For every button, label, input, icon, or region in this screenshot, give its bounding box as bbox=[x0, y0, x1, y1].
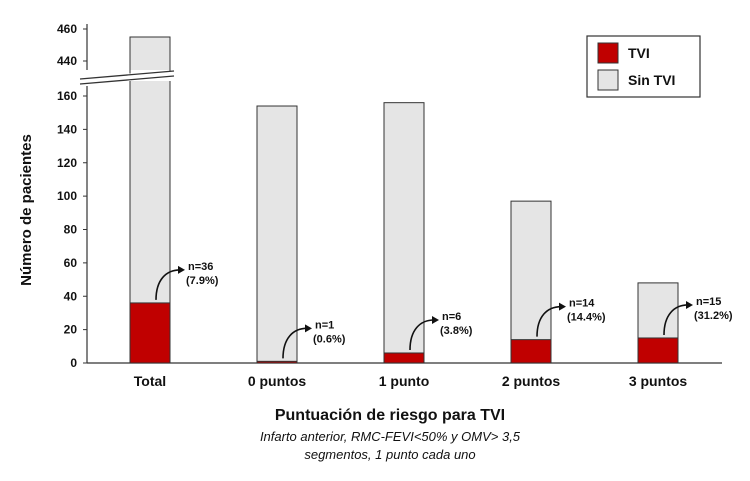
bar-sin-tvi bbox=[510, 200, 552, 364]
x-tick-label: 1 punto bbox=[379, 373, 430, 389]
annotation-arrow bbox=[155, 269, 181, 300]
annotation-n: n=1 bbox=[315, 319, 334, 331]
subtitle-line-2: segmentos, 1 punto cada uno bbox=[304, 447, 475, 462]
axis-break-line bbox=[79, 75, 175, 85]
y-tick-label: 0 bbox=[70, 356, 77, 370]
annotation-pct: (7.9%) bbox=[186, 275, 219, 287]
bar-sin-tvi bbox=[383, 102, 425, 364]
y-axis-label: Número de pacientes bbox=[18, 134, 35, 286]
x-axis-label: Puntuación de riesgo para TVI bbox=[275, 407, 505, 424]
legend: TVI Sin TVI bbox=[586, 35, 701, 98]
axis-break-marks bbox=[78, 37, 218, 85]
y-tick-label: 140 bbox=[57, 122, 77, 136]
annotation-pct: (0.6%) bbox=[313, 333, 346, 345]
category-labels: Total 0 puntos 1 punto 2 puntos 3 puntos bbox=[134, 373, 688, 389]
x-tick-label: 2 puntos bbox=[502, 373, 561, 389]
annotation-n: n=36 bbox=[188, 261, 213, 273]
annotations: n=36 (7.9%) n=1 (0.6%) n=6 (3.8%) n=14 (14.4%) n… bbox=[155, 261, 733, 359]
x-tick-label: 3 puntos bbox=[629, 373, 688, 389]
legend-swatch-sin-tvi bbox=[597, 69, 619, 91]
x-tick-label: 0 puntos bbox=[248, 373, 307, 389]
annotation-arrow bbox=[536, 305, 562, 337]
y-tick-label: 80 bbox=[64, 223, 78, 237]
axis-break-line bbox=[79, 70, 175, 80]
y-tick-label: 40 bbox=[64, 289, 78, 303]
bar-tvi bbox=[256, 360, 298, 364]
annotation-n: n=14 bbox=[569, 298, 595, 310]
annotation-pct: (31.2%) bbox=[694, 310, 733, 322]
bar-tvi bbox=[637, 337, 679, 364]
bar-tvi bbox=[510, 339, 552, 364]
y-ticks: 0 20 40 60 80 100 120 140 160 440 460 bbox=[57, 22, 87, 370]
annotation-arrowhead bbox=[559, 302, 566, 311]
y-tick-label: 460 bbox=[57, 22, 77, 36]
y-tick-label: 20 bbox=[64, 323, 78, 337]
y-tick-label: 160 bbox=[57, 89, 77, 103]
bar-tvi bbox=[383, 352, 425, 364]
bar-sin-tvi bbox=[256, 105, 298, 364]
subtitle-line-1: Infarto anterior, RMC-FEVI<50% y OMV> 3,… bbox=[260, 429, 521, 444]
annotation-arrowhead bbox=[178, 265, 185, 274]
annotation-arrow bbox=[663, 304, 689, 335]
legend-label-tvi: TVI bbox=[628, 45, 650, 61]
y-tick-label: 440 bbox=[57, 54, 77, 68]
axis-break-gap bbox=[78, 70, 218, 81]
legend-swatch-tvi bbox=[597, 42, 619, 64]
legend-label-sin-tvi: Sin TVI bbox=[628, 72, 675, 88]
annotation-pct: (14.4%) bbox=[567, 312, 606, 324]
annotation-n: n=6 bbox=[442, 311, 461, 323]
y-tick-label: 100 bbox=[57, 189, 77, 203]
annotation-arrowhead bbox=[432, 315, 439, 324]
y-tick-label: 60 bbox=[64, 256, 78, 270]
annotation-arrowhead bbox=[686, 300, 693, 309]
annotation-pct: (3.8%) bbox=[440, 325, 473, 337]
bar-tvi bbox=[129, 302, 171, 364]
annotation-arrow bbox=[409, 319, 435, 350]
annotation-arrowhead bbox=[305, 324, 312, 333]
bars bbox=[129, 36, 679, 364]
x-tick-label: Total bbox=[134, 373, 166, 389]
annotation-n: n=15 bbox=[696, 296, 721, 308]
y-tick-label: 120 bbox=[57, 156, 77, 170]
annotation-arrow bbox=[282, 327, 308, 359]
